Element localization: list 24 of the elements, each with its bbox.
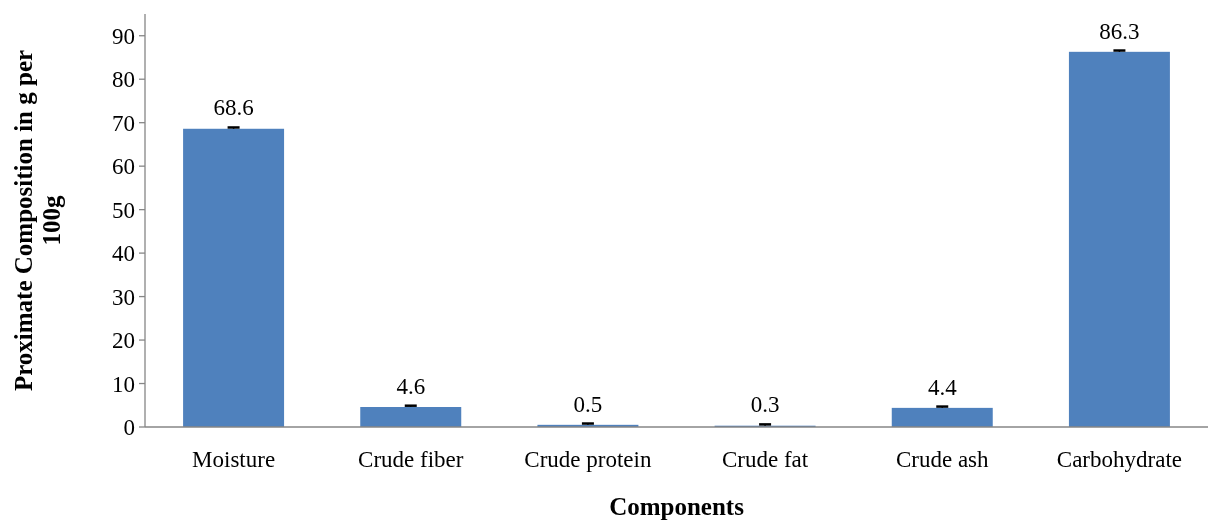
x-tick-label: Crude ash (895, 447, 990, 472)
x-axis-title: Components (609, 493, 745, 520)
data-label: 0.5 (573, 391, 603, 417)
data-label: 68.6 (213, 95, 254, 121)
y-tick-label: 60 (112, 154, 135, 180)
x-tick-label: Crude fat (721, 447, 809, 472)
y-tick-label: 20 (112, 328, 135, 354)
data-label: 0.3 (750, 392, 780, 418)
y-axis-title: Proximate Composition in g per 100g (10, 49, 65, 392)
y-tick-label: 40 (112, 241, 135, 267)
x-tick-label: Crude fiber (358, 447, 464, 472)
data-label: 86.3 (1099, 18, 1140, 44)
x-tick-label: Carbohydrate (1056, 447, 1183, 472)
y-tick-label: 10 (112, 371, 135, 397)
data-label: 4.4 (927, 374, 958, 400)
y-tick-label: 0 (123, 415, 135, 441)
y-tick-label: 30 (112, 284, 135, 310)
y-tick-label: 50 (112, 197, 135, 223)
y-tick-label: 90 (112, 23, 135, 49)
data-label: 4.6 (396, 373, 426, 399)
y-tick-label: 80 (112, 67, 135, 93)
x-tick-label: Crude protein (524, 447, 652, 472)
x-tick-label: Moisture (192, 447, 276, 472)
y-tick-label: 70 (112, 110, 135, 136)
